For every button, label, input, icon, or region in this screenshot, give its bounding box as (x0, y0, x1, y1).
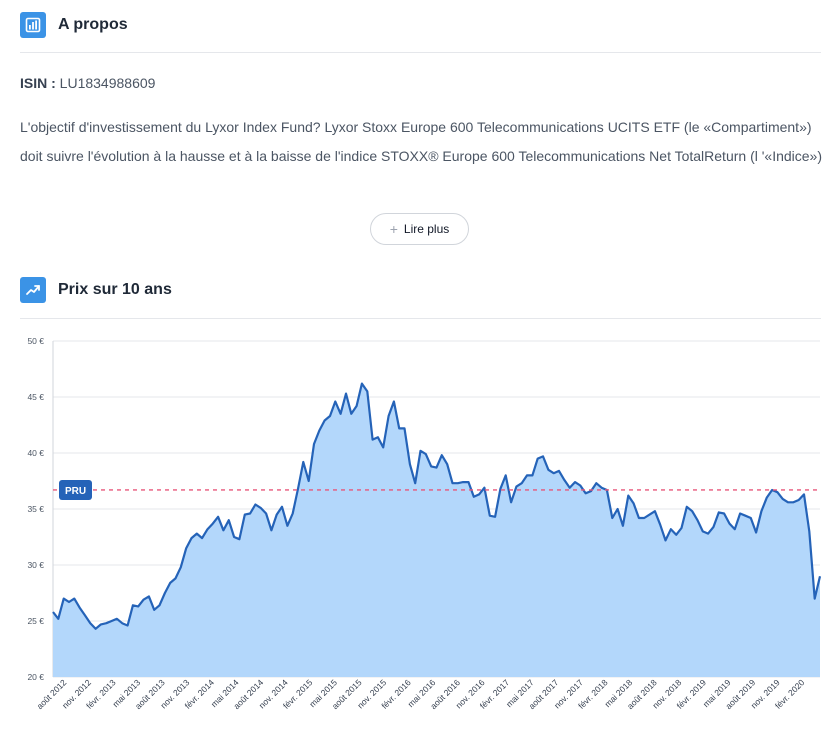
price-divider (20, 318, 821, 319)
y-tick-label: 40 € (27, 448, 44, 458)
read-more-label: Lire plus (403, 222, 450, 236)
y-axis: 50 € 45 € 40 € 35 € 30 € 25 € 20 € (27, 336, 44, 682)
price-chart: 50 € 45 € 40 € 35 € 30 € 25 € 20 € PRU août 20… (27, 336, 822, 711)
trend-up-icon (20, 277, 46, 303)
y-tick-label: 25 € (27, 616, 44, 626)
isin-value: LU1834988609 (59, 75, 156, 91)
price-header: Prix sur 10 ans (20, 277, 172, 303)
plus-icon: + (389, 221, 398, 237)
fund-description: L'objectif d'investissement du Lyxor Ind… (20, 119, 822, 164)
y-tick-label: 35 € (27, 504, 44, 514)
isin-row: ISIN : LU1834988609 (20, 75, 155, 91)
bar-chart-icon (20, 12, 46, 38)
about-divider (20, 52, 821, 53)
pru-badge: PRU (59, 479, 92, 500)
isin-label: ISIN : (20, 75, 56, 91)
price-area (53, 383, 820, 677)
y-tick-label: 20 € (27, 672, 44, 682)
y-tick-label: 30 € (27, 560, 44, 570)
about-title: A propos (58, 16, 128, 33)
read-more-button[interactable]: + Lire plus (370, 213, 469, 245)
pru-badge-label: PRU (65, 486, 86, 497)
price-line (52, 382, 822, 630)
about-header: A propos (20, 12, 128, 38)
y-tick-label: 50 € (27, 336, 44, 346)
price-title: Prix sur 10 ans (58, 281, 172, 298)
y-tick-label: 45 € (27, 392, 44, 402)
pru-badge-box (59, 479, 92, 500)
